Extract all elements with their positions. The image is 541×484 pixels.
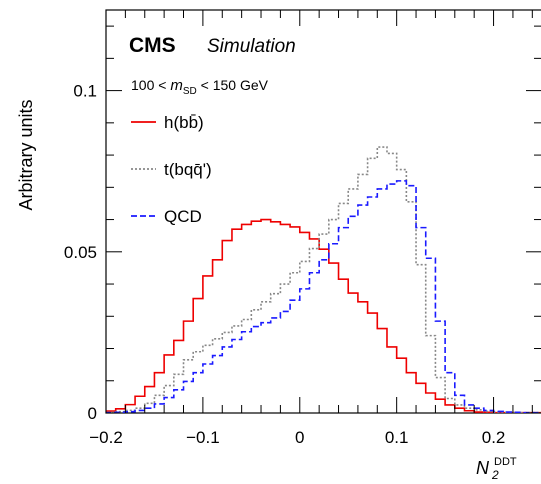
series-line-2 bbox=[106, 180, 541, 413]
y-tick-label: 0.05 bbox=[64, 243, 97, 262]
y-tick-label: 0 bbox=[88, 404, 97, 423]
annotation-var-sub: SD bbox=[183, 86, 197, 97]
mass-window-annotation: 100 < mSD < 150 GeV bbox=[131, 77, 269, 97]
series-layer bbox=[106, 146, 541, 413]
series-line-0 bbox=[106, 218, 541, 413]
ticks-layer bbox=[105, 10, 541, 414]
x-axis-title-sub: 2 bbox=[491, 468, 499, 482]
x-tick-label: 0.2 bbox=[482, 428, 506, 447]
simulation-label: Simulation bbox=[207, 36, 296, 57]
x-tick-label: 0 bbox=[295, 428, 304, 447]
annotation-prefix: 100 < bbox=[131, 77, 170, 93]
x-tick-labels: −0.2 −0.1 0 0.1 0.2 bbox=[89, 428, 505, 447]
x-tick-label: −0.1 bbox=[186, 428, 220, 447]
plot-frame bbox=[105, 9, 541, 414]
legend-label: t(bqq̄') bbox=[164, 160, 212, 179]
y-tick-label: 0.1 bbox=[73, 82, 97, 101]
legend-label: h(bb̄) bbox=[164, 113, 204, 132]
cms-label: CMS bbox=[129, 34, 176, 57]
x-axis-title: N 2 DDT bbox=[476, 456, 517, 482]
x-axis-title-main: N bbox=[476, 458, 490, 478]
y-axis-title: Arbitrary units bbox=[16, 99, 36, 210]
annotation-var: m bbox=[170, 77, 183, 94]
y-tick-labels: 0 0.05 0.1 bbox=[64, 82, 97, 423]
x-tick-label: −0.2 bbox=[89, 428, 123, 447]
x-axis-title-sup: DDT bbox=[494, 456, 517, 468]
annotation-suffix: < 150 GeV bbox=[197, 77, 269, 93]
x-tick-label: 0.1 bbox=[385, 428, 409, 447]
series-line-1 bbox=[106, 146, 541, 413]
legend-label: QCD bbox=[164, 207, 202, 226]
legend: h(bb̄) t(bqq̄') QCD bbox=[131, 113, 212, 226]
